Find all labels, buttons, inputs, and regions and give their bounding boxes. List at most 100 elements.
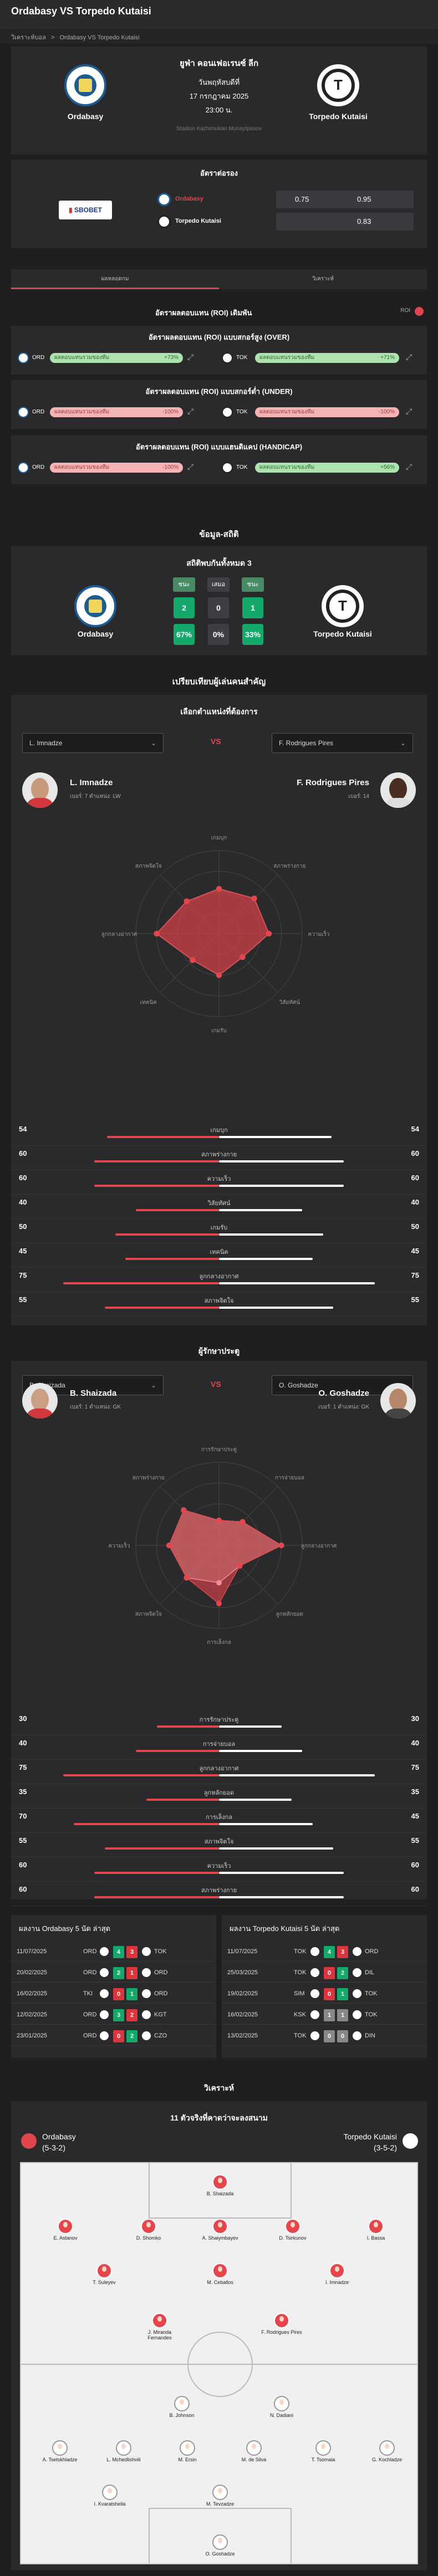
stat-left-value: 70 <box>19 1812 27 1820</box>
pitch-player-name: N. Dadiani <box>269 2413 294 2418</box>
pitch-player[interactable]: O. Goshadze <box>198 2534 242 2557</box>
roi-home-bar: ผลตอบแทนรวมของทีม -100% <box>50 463 183 473</box>
radar-left-series-point <box>181 1507 187 1513</box>
torpedo-mini-icon <box>157 215 171 228</box>
stat-row: 75 ลูกกลางอากาศ 75 <box>11 1760 427 1784</box>
team-crest-icon <box>310 1947 319 1956</box>
stat-left-value: 54 <box>19 1125 27 1133</box>
gk-left-name: B. Shaizada <box>70 1389 117 1398</box>
expand-icon[interactable]: ⤢ <box>406 462 412 471</box>
odds-home-row[interactable]: 0.75 0.95 <box>276 191 414 208</box>
pitch-player[interactable]: T. Suleyev <box>82 2263 126 2285</box>
match-card: Ordabasy T Torpedo Kutaisi ยูฟ่า คอนเฟอเ… <box>11 47 427 155</box>
pitch-player[interactable]: D. Tsirkunov <box>271 2219 315 2241</box>
stat-row: 54 เกมบุก 54 <box>11 1121 427 1146</box>
stat-row: 60 สภาพร่างกาย 60 <box>11 1146 427 1170</box>
h2h-away-wins: 1 <box>242 597 263 618</box>
gk-card <box>11 1361 427 1899</box>
odds-away-row[interactable]: 0.83 <box>276 213 414 231</box>
form-score-away: 1 <box>126 1967 137 1979</box>
form-row[interactable]: 16/02/2025 TKI 0 1 ORD <box>11 1985 216 2004</box>
pitch-player[interactable]: E. Astanov <box>43 2219 88 2241</box>
player-marker-icon <box>52 2440 68 2456</box>
stat-left-value: 50 <box>19 1222 27 1231</box>
form-row[interactable]: 20/02/2025 ORD 2 1 ORD <box>11 1964 216 1983</box>
pitch-player[interactable]: M. Ceballos <box>198 2263 242 2285</box>
stat-right-value: 50 <box>411 1222 419 1231</box>
pitch-player[interactable]: B. Johnson <box>160 2396 204 2418</box>
gk-right-meta: เบอร์: 1 ตำแหน่ง: GK <box>318 1404 369 1410</box>
stat-left-value: 40 <box>19 1739 27 1747</box>
radar-axis-label: วิสัยทัศน์ <box>279 999 300 1006</box>
compare-pick-title: เลือกตำแหน่งที่ต้องการ <box>180 707 258 716</box>
form-home-code: ORD <box>83 2011 97 2018</box>
bookmaker-name: SBOBET <box>74 206 102 214</box>
stat-right-bar <box>219 1799 292 1801</box>
form-row[interactable]: 12/02/2025 ORD 3 2 KGT <box>11 2006 216 2025</box>
player-marker-icon <box>141 2219 156 2234</box>
stat-right-value: 55 <box>411 1836 419 1845</box>
pitch-player-name: E. Astanov <box>53 2235 78 2241</box>
form-row[interactable]: 25/03/2025 TOK 0 2 DIL <box>222 1964 427 1983</box>
pitch-player[interactable]: M. Ersin <box>165 2440 210 2462</box>
roi-home-code: ORD <box>32 355 45 361</box>
team-crest-icon <box>353 2031 361 2040</box>
expand-icon[interactable]: ⤢ <box>406 407 412 416</box>
odds-home-name: Ordabasy <box>175 196 203 202</box>
pitch-player[interactable]: M. Tevzadze <box>198 2485 242 2507</box>
stat-label: สภาพจิตใจ <box>204 1298 234 1304</box>
pitch-player[interactable]: L. Mchedlishvili <box>101 2440 146 2462</box>
pitch-player[interactable]: I. Imnadze <box>315 2263 359 2285</box>
pitch-player[interactable]: N. Dadiani <box>259 2396 304 2418</box>
pitch-player[interactable]: F. Rodrigues Pires <box>259 2313 304 2335</box>
roi-toggle[interactable] <box>415 307 424 316</box>
form-score-home: 4 <box>113 1946 124 1958</box>
gk-right-name: O. Goshadze <box>318 1389 369 1398</box>
left-player-select[interactable]: L. Imnadze ⌄ <box>22 733 164 753</box>
roi-home-value: -100% <box>162 464 179 470</box>
expand-icon[interactable]: ⤢ <box>187 462 194 471</box>
team-crest-icon <box>142 2031 151 2040</box>
form-row[interactable]: 13/02/2025 TOK 0 0 DIN <box>222 2027 427 2046</box>
form-row[interactable]: 11/07/2025 ORD 4 3 TOK <box>11 1943 216 1962</box>
tab-results[interactable]: ผลหลอดกม <box>11 269 219 289</box>
form-row[interactable]: 11/07/2025 TOK 4 3 ORD <box>222 1943 427 1962</box>
pitch-player[interactable]: J. Miranda Fernandes <box>137 2313 182 2341</box>
pitch-player[interactable]: I. Kvaratshelia <box>88 2485 132 2507</box>
torpedo-crest: T <box>317 64 359 106</box>
expand-icon[interactable]: ⤢ <box>406 352 412 361</box>
breadcrumb-home[interactable]: วิเคราะห์บอล <box>11 34 46 41</box>
radar-axis-label: ความเร็ว <box>308 930 330 938</box>
team-crest-icon <box>310 1968 319 1977</box>
gk-right-avatar <box>380 1383 416 1418</box>
form-score-home: 0 <box>324 2030 335 2042</box>
expand-icon[interactable]: ⤢ <box>187 407 194 416</box>
right-player-select[interactable]: F. Rodrigues Pires ⌄ <box>272 733 413 753</box>
pitch-player[interactable]: I. Bassa <box>354 2219 398 2241</box>
radar-left-series-point <box>216 1518 222 1523</box>
expand-icon[interactable]: ⤢ <box>187 352 194 361</box>
h2h-home-name: Ordabasy <box>77 629 114 638</box>
stat-right-value: 30 <box>411 1714 419 1723</box>
form-row[interactable]: 19/02/2025 SIM 0 1 TOK <box>222 1985 427 2004</box>
left-player-meta: เบอร์: 7 ตำแหน่ง: LW <box>70 793 121 800</box>
roi-card-title: อัตราผลตอบแทน (ROI) แบบสกอร์สูง (OVER) <box>148 333 290 341</box>
stat-right-bar <box>219 1160 344 1162</box>
tab-analysis[interactable]: วิเคราะห์ <box>312 276 334 282</box>
form-date: 25/03/2025 <box>227 1969 258 1976</box>
pitch-player[interactable]: B. Shaizada <box>198 2174 242 2196</box>
form-row[interactable]: 23/01/2025 ORD 0 2 CZO <box>11 2027 216 2046</box>
stat-right-bar <box>219 1847 334 1850</box>
pitch-player[interactable]: D. Shomko <box>126 2219 171 2241</box>
pitch-player[interactable]: A. Shaiymbayev <box>198 2219 242 2241</box>
player-marker-icon <box>212 2174 228 2190</box>
stat-label: การเล็งกล <box>205 1814 233 1821</box>
pitch-player[interactable]: M. de Silva <box>232 2440 276 2462</box>
form-row[interactable]: 16/02/2025 KSK 1 1 TOK <box>222 2006 427 2025</box>
pitch-player[interactable]: T. Tsomaia <box>301 2440 345 2462</box>
pitch-player[interactable]: G. Kochladze <box>365 2440 409 2462</box>
stat-left-bar <box>104 1307 219 1309</box>
stat-left-bar <box>63 1774 219 1776</box>
roi-away-code: TOK <box>236 409 248 415</box>
pitch-player[interactable]: A. Tsetskhladze <box>38 2440 82 2462</box>
